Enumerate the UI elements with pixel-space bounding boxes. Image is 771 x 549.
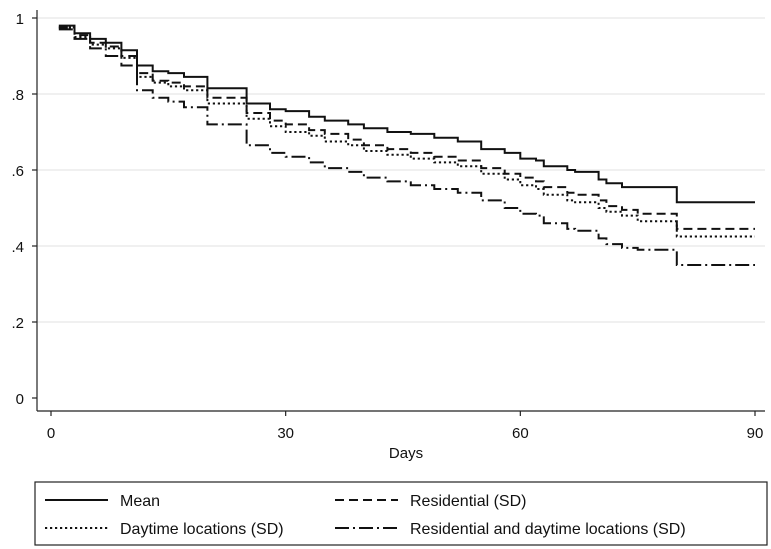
legend: Mean Residential (SD) Daytime locations (S… xyxy=(34,481,768,546)
x-tick-label: 60 xyxy=(512,425,529,442)
x-tick-label: 90 xyxy=(747,425,764,442)
x-tick-label: 0 xyxy=(47,425,55,442)
x-tick-label: 30 xyxy=(277,425,294,442)
y-tick-label: 1 xyxy=(16,11,24,28)
y-tick-label: .2 xyxy=(11,315,24,332)
x-ticks: 0 30 60 90 xyxy=(47,411,764,442)
legend-label: Residential and daytime locations (SD) xyxy=(410,521,686,538)
y-tick-label: 0 xyxy=(16,391,24,408)
legend-label: Residential (SD) xyxy=(410,493,526,510)
series-line-daytime-locations-sd xyxy=(58,26,755,238)
y-tick-label: .6 xyxy=(11,163,24,180)
x-axis-title: Days xyxy=(389,445,423,462)
y-tick-label: .4 xyxy=(11,239,24,256)
series-line-residential-sd xyxy=(58,26,755,230)
y-ticks: 0 .2 .4 .6 .8 1 xyxy=(11,11,37,408)
gridlines xyxy=(37,17,765,323)
y-tick-label: .8 xyxy=(11,87,24,104)
legend-box xyxy=(34,481,768,546)
legend-label: Mean xyxy=(120,493,160,510)
legend-label: Daytime locations (SD) xyxy=(120,521,284,538)
axes xyxy=(36,10,765,412)
series-line-residential-and-daytime-locations-sd xyxy=(58,28,755,266)
series-layer xyxy=(58,24,755,266)
series-line-mean xyxy=(58,24,755,204)
